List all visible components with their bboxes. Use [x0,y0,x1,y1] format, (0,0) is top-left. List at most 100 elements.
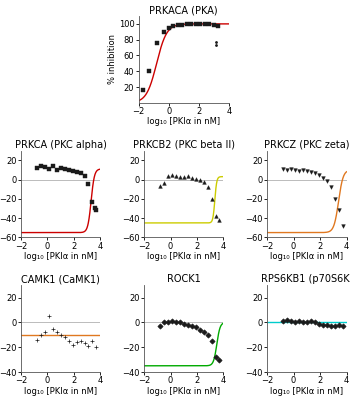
Point [217,217,222,223]
Point [316,172,322,178]
Point [197,21,203,27]
Point [165,172,171,179]
Point [284,167,290,173]
Point [165,319,171,326]
X-axis label: log₁₀ [PKIα in nM]: log₁₀ [PKIα in nM] [147,117,220,126]
Point [173,172,178,179]
Point [70,168,75,174]
Point [70,342,75,348]
Point [66,338,71,344]
Point [74,169,79,175]
Point [74,339,79,346]
Point [58,332,63,338]
Point [146,68,152,74]
Point [157,323,163,329]
Point [82,340,87,347]
Point [170,23,176,30]
Point [328,184,334,190]
Point [46,166,51,172]
Point [214,42,219,48]
Point [62,334,68,340]
Point [161,180,167,186]
Point [86,343,91,349]
Point [189,21,194,27]
Point [201,329,206,336]
X-axis label: log₁₀ [PKIα in nM]: log₁₀ [PKIα in nM] [24,386,97,396]
Point [206,21,212,27]
Title: PRKCA (PKC alpha): PRKCA (PKC alpha) [15,140,107,150]
Point [205,184,210,190]
Point [216,23,221,30]
Point [328,323,334,329]
Point [46,313,51,319]
Point [209,338,214,344]
Point [173,319,178,326]
Title: RPS6KB1 (p70S6K): RPS6KB1 (p70S6K) [261,274,350,284]
Point [284,317,290,323]
Point [181,320,187,327]
Point [54,329,60,336]
Point [62,166,68,172]
Point [336,207,341,214]
Point [213,213,218,219]
Point [304,319,310,326]
Point [189,174,195,181]
Point [193,21,198,27]
Point [177,319,183,326]
Point [296,168,302,174]
Point [340,323,345,329]
Point [161,28,167,35]
Title: ROCK1: ROCK1 [167,274,201,284]
Point [140,87,146,93]
Point [42,329,48,336]
Point [292,167,298,173]
X-axis label: log₁₀ [PKIα in nM]: log₁₀ [PKIα in nM] [147,252,220,261]
Point [197,327,202,333]
Point [177,174,183,180]
Point [42,164,48,170]
Point [312,319,317,326]
Point [189,323,195,329]
Point [50,325,56,332]
Point [211,22,217,28]
Point [300,167,306,173]
Point [90,338,95,344]
Title: CAMK1 (CaMK1): CAMK1 (CaMK1) [21,274,100,284]
Point [78,338,83,344]
Point [202,21,208,27]
Y-axis label: % inhibition: % inhibition [108,34,117,84]
X-axis label: log₁₀ [PKIα in nM]: log₁₀ [PKIα in nM] [147,386,220,396]
Point [90,198,95,205]
Point [93,344,99,350]
Point [34,336,40,343]
Point [184,21,190,27]
Title: PRKCZ (PKC zeta): PRKCZ (PKC zeta) [264,140,350,150]
X-axis label: log₁₀ [PKIα in nM]: log₁₀ [PKIα in nM] [270,386,343,396]
Point [205,332,210,338]
Point [66,167,71,173]
Point [181,174,187,180]
Point [86,181,91,188]
Title: PRKACA (PKA): PRKACA (PKA) [149,5,218,15]
Point [169,318,175,324]
Point [340,223,345,229]
Point [292,319,298,326]
Point [324,322,329,328]
Point [92,204,98,211]
Point [312,170,317,176]
Point [320,174,326,181]
Point [193,324,198,330]
Point [193,175,198,182]
Point [185,172,190,179]
Point [288,166,294,172]
Point [308,318,314,324]
Point [78,170,83,176]
Point [154,40,160,46]
Point [320,322,326,328]
Point [213,354,218,360]
Point [201,179,206,186]
Point [304,168,310,174]
Point [332,196,337,202]
X-axis label: log₁₀ [PKIα in nM]: log₁₀ [PKIα in nM] [24,252,97,261]
Point [324,178,329,185]
